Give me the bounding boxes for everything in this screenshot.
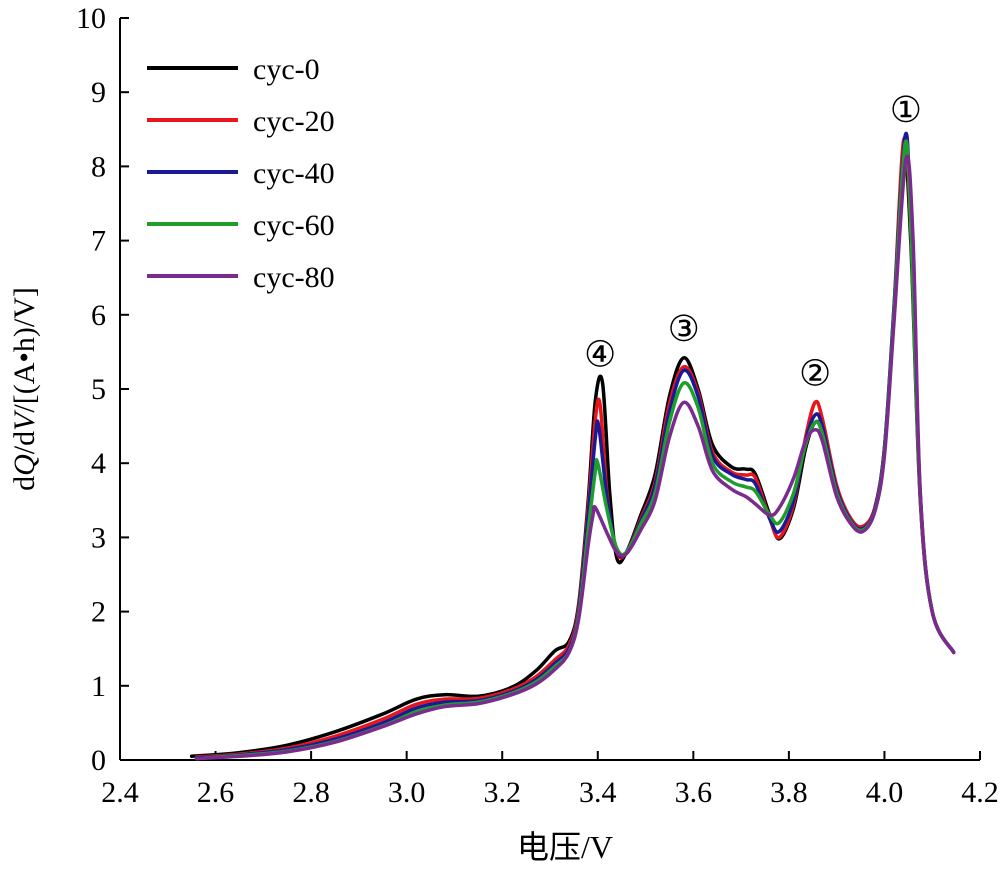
x-axis-label: 电压/V [517, 829, 613, 865]
y-axis-label-part: d [8, 476, 41, 491]
x-tick-label: 4.0 [866, 776, 904, 809]
x-tick-label: 3.6 [675, 776, 713, 809]
y-tick-label: 1 [91, 670, 106, 703]
y-tick-label: 3 [91, 521, 106, 554]
peak-label: ② [799, 353, 831, 393]
y-tick-label: 4 [91, 447, 106, 480]
x-tick-label: 2.6 [197, 776, 235, 809]
x-tick-label: 4.2 [961, 776, 999, 809]
peak-label: ① [890, 90, 922, 130]
y-axis-label-part: /[(A•h)/V] [8, 287, 41, 412]
y-tick-label: 6 [91, 299, 106, 332]
series-line-cyc-80 [194, 154, 956, 761]
y-tick-label: 0 [91, 744, 106, 777]
y-axis-label-part: V [8, 409, 41, 431]
legend-label: cyc-40 [253, 157, 335, 190]
y-ticks: 0 1 2 3 4 5 6 7 8 9 10 [76, 2, 129, 777]
x-tick-label: 2.4 [101, 776, 139, 809]
y-axis-label: dQ/dV/[(A•h)/V] [8, 287, 41, 491]
y-tick-label: 7 [91, 225, 106, 258]
x-ticks: 2.4 2.6 2.8 3.0 3.2 3.4 3.6 3.8 4.0 4.2 [101, 751, 999, 809]
peak-annotations: ① ② ③ ④ [584, 90, 922, 393]
legend-label: cyc-60 [253, 209, 335, 242]
legend-label: cyc-20 [253, 105, 335, 138]
y-tick-label: 8 [91, 150, 106, 183]
y-axis-label-part: /d [8, 431, 41, 454]
x-tick-label: 2.8 [292, 776, 330, 809]
series-lines [189, 131, 956, 761]
axes [119, 18, 980, 761]
y-tick-label: 9 [91, 76, 106, 109]
x-tick-label: 3.4 [579, 776, 617, 809]
y-axis-label-part: Q [8, 454, 41, 476]
legend-label: cyc-0 [253, 53, 320, 86]
y-tick-label: 10 [76, 2, 106, 35]
legend-label: cyc-80 [253, 261, 335, 294]
peak-label: ④ [584, 335, 616, 375]
y-tick-label: 5 [91, 373, 106, 406]
y-tick-label: 2 [91, 596, 106, 629]
peak-label: ③ [668, 309, 700, 349]
legend: cyc-0 cyc-20 cyc-40 cyc-60 cyc-80 [147, 53, 335, 294]
x-tick-label: 3.8 [770, 776, 808, 809]
x-tick-label: 3.2 [483, 776, 521, 809]
x-tick-label: 3.0 [388, 776, 426, 809]
